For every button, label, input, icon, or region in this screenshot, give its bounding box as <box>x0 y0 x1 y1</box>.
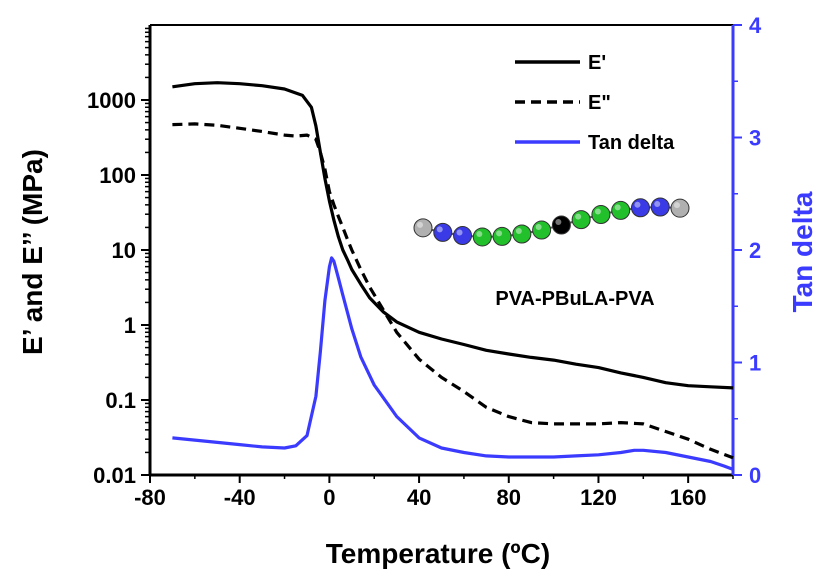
chain-bead <box>670 198 690 218</box>
y-left-tick-label: 0.1 <box>105 388 136 413</box>
chain-bead <box>532 220 552 240</box>
series-layer <box>172 81 734 471</box>
chain-bead-highlight <box>614 204 621 211</box>
chain-bead-highlight <box>417 221 423 228</box>
chain-bead-highlight <box>436 226 443 233</box>
legend: E' E" Tan delta <box>515 52 675 154</box>
y-axis-left-title: E’ and E’’ (MPa) <box>17 149 48 355</box>
chain-bead-highlight <box>575 213 582 220</box>
chain-bead <box>650 197 670 217</box>
chain-bead-highlight <box>535 224 542 231</box>
y-left-tick-label: 100 <box>99 163 136 188</box>
chain-bead <box>453 226 473 246</box>
y-left-tick-label: 1000 <box>87 88 136 113</box>
chain-bead-highlight <box>634 201 641 208</box>
y-axis-right-title: Tan delta <box>787 191 817 312</box>
chain-bead <box>591 205 611 225</box>
y-right-tick-label: 4 <box>749 13 762 38</box>
y-right-tick-label: 1 <box>749 351 761 376</box>
series-line-2 <box>172 122 734 460</box>
plot-area: -80 -40 0 40 80 120 160 0.01 0.1 1 10 100 1000 0 1 2 3 4 <box>87 13 762 510</box>
x-tick-label: 80 <box>497 485 521 510</box>
legend-label: Tan delta <box>588 132 675 154</box>
x-tick-label: 40 <box>407 485 431 510</box>
y-left-tick-label: 0.01 <box>93 463 136 488</box>
series-line-3 <box>172 256 734 471</box>
chain-bead <box>630 198 650 218</box>
x-tick-label: 160 <box>670 485 707 510</box>
chain-bead <box>492 226 512 246</box>
chain-bead <box>571 210 591 230</box>
y-left-tick-label: 1 <box>124 313 136 338</box>
chain-bead-highlight <box>476 230 483 237</box>
series-line-1 <box>172 81 734 390</box>
x-tick-label: -80 <box>134 485 166 510</box>
y-right-tick-label: 3 <box>749 126 761 151</box>
chain-bead-highlight <box>515 228 522 235</box>
y-right-tick-label: 0 <box>749 463 761 488</box>
chain-bead-highlight <box>674 202 680 209</box>
legend-label: E' <box>588 52 606 74</box>
x-tick-label: -40 <box>224 485 256 510</box>
chain-bead-highlight <box>594 208 601 215</box>
y-left-tick-label: 10 <box>112 238 136 263</box>
x-tick-label: 120 <box>580 485 617 510</box>
legend-label: E" <box>588 92 611 114</box>
chain-bead <box>472 227 492 247</box>
polymer-chain-illustration <box>413 197 690 247</box>
chain-bead-highlight <box>456 229 463 236</box>
chain-bead <box>512 224 532 244</box>
chain-bead <box>611 200 631 220</box>
chain-bead <box>551 215 571 235</box>
chain-bead <box>433 222 453 242</box>
x-tick-label: 0 <box>323 485 335 510</box>
chain-bead-highlight <box>654 201 661 208</box>
chain-bead <box>413 218 433 238</box>
sample-annotation: PVA-PBuLA-PVA <box>495 288 654 310</box>
chain-bead-highlight <box>555 219 562 226</box>
y-right-tick-label: 2 <box>749 238 761 263</box>
x-axis-title: Temperature (ºC) <box>326 538 550 569</box>
chain-bead-highlight <box>496 230 503 237</box>
